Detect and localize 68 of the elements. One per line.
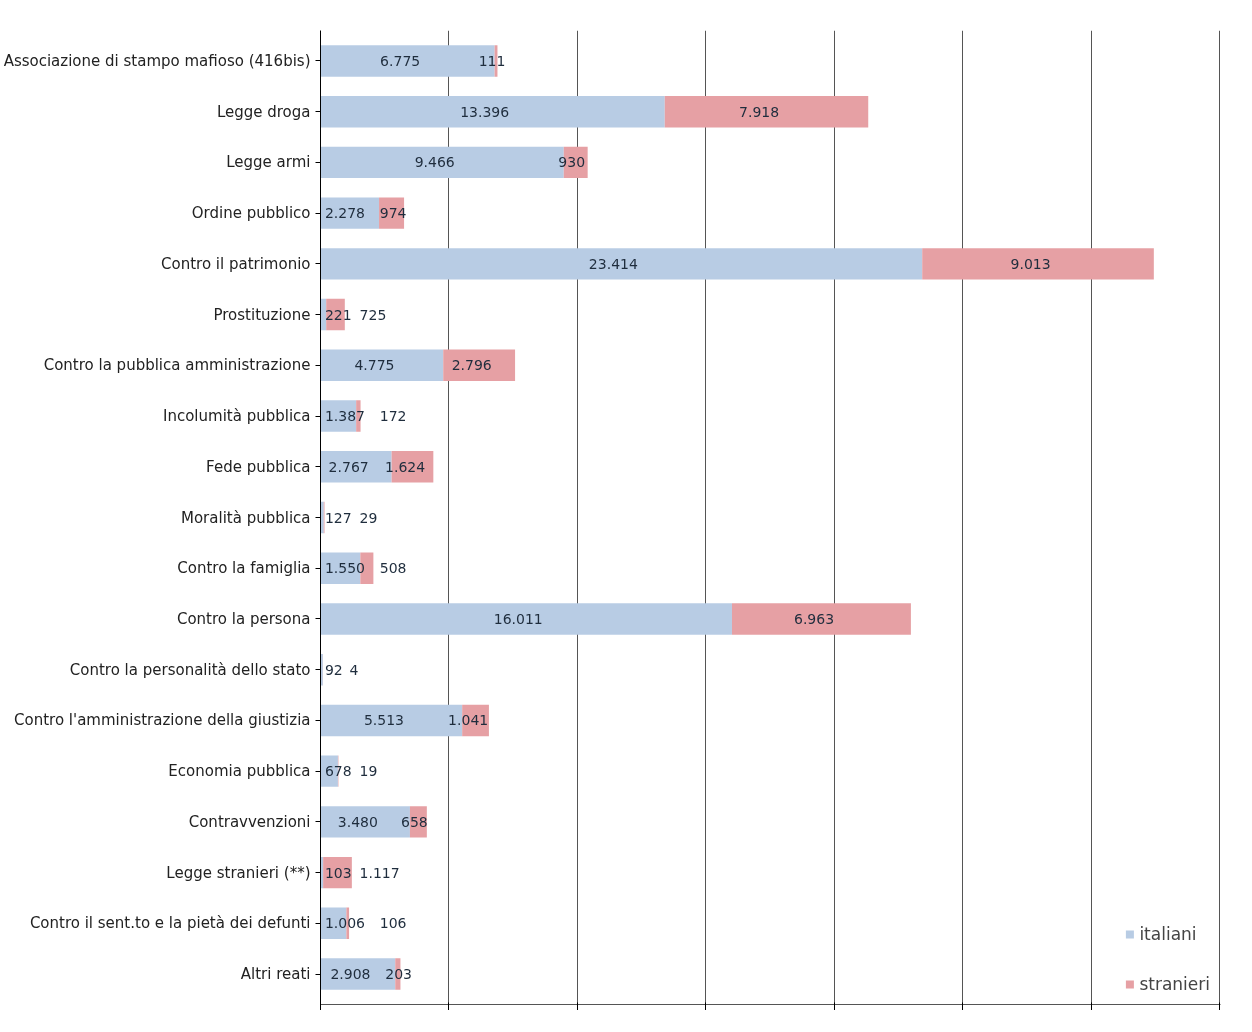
y-tick-label: Moralità pubblica — [181, 508, 311, 527]
data-label: 1.006 — [324, 915, 366, 932]
bar — [320, 95, 665, 128]
data-label: 16.011 — [493, 610, 543, 627]
data-label: 2.767 — [328, 458, 369, 475]
y-tick-label: Contro la persona — [176, 609, 311, 628]
y-tick-label: Contro la famiglia — [177, 559, 311, 578]
legend-label: stranieri — [1139, 974, 1210, 994]
data-label: 930 — [558, 154, 586, 171]
y-tick-label: Associazione di stampo mafioso (416bis) — [3, 51, 311, 70]
y-tick-label: Legge armi — [226, 153, 311, 172]
bar — [443, 349, 516, 382]
data-label: 6.775 — [380, 52, 421, 69]
data-label: 9.466 — [414, 154, 455, 171]
data-label: 92 — [324, 661, 343, 678]
legend-label: italiani — [1139, 924, 1197, 944]
bar — [731, 603, 911, 635]
y-tick-label: Contro il patrimonio — [161, 254, 311, 273]
data-label: 221 — [324, 306, 352, 323]
y-tick-label: Altri reati — [240, 965, 311, 984]
data-label: 508 — [379, 560, 407, 577]
data-label: 111 — [478, 52, 506, 69]
y-tick-label: Contravvenzioni — [188, 812, 311, 831]
data-label: 1.387 — [324, 408, 365, 425]
bar — [320, 197, 380, 229]
data-label: 3.480 — [337, 813, 378, 830]
data-label: 106 — [379, 915, 407, 932]
data-label: 974 — [379, 205, 407, 222]
data-label: 13.396 — [460, 103, 510, 120]
data-label: 5.513 — [363, 712, 404, 729]
bar — [320, 349, 444, 382]
y-tick-label: Ordine pubblico — [191, 204, 311, 223]
data-label: 4 — [349, 661, 359, 678]
data-label: 127 — [324, 509, 352, 526]
data-label: 678 — [324, 763, 352, 780]
data-label: 203 — [385, 966, 413, 983]
data-label: 1.624 — [385, 458, 426, 475]
data-label: 4.775 — [354, 357, 395, 374]
data-label: 19 — [359, 763, 378, 780]
data-label: 658 — [401, 813, 428, 830]
data-label: 9.013 — [1010, 255, 1051, 272]
y-tick-label: Legge stranieri (**) — [166, 863, 311, 882]
data-label: 1.550 — [324, 560, 365, 577]
data-label: 2.278 — [324, 205, 365, 222]
data-label: 6.963 — [793, 610, 835, 627]
y-tick-label: Fede pubblica — [206, 457, 311, 476]
data-label: 1.117 — [359, 864, 400, 881]
y-tick-label: Contro la personalità dello stato — [69, 660, 311, 679]
bar — [320, 248, 923, 280]
y-tick-label: Contro il sent.to e la pietà dei defunti — [29, 914, 311, 933]
y-tick-label: Prostituzione — [213, 305, 311, 324]
data-label: 23.414 — [588, 255, 638, 272]
bar — [664, 95, 869, 128]
data-label: 725 — [359, 306, 387, 323]
y-tick-label: Economia pubblica — [168, 762, 311, 781]
bar — [922, 248, 1154, 280]
y-tick-label: Contro la pubblica amministrazione — [43, 356, 311, 375]
bar — [320, 603, 732, 635]
data-label: 29 — [359, 509, 378, 526]
data-label: 1.041 — [448, 712, 489, 729]
y-tick-label: Contro l'amministrazione della giustizia — [14, 711, 311, 730]
data-label: 2.796 — [451, 357, 492, 374]
data-label: 103 — [324, 864, 352, 881]
y-tick-label: Incolumità pubblica — [163, 407, 311, 426]
data-label: 2.908 — [330, 966, 371, 983]
data-label: 7.918 — [739, 103, 780, 120]
y-tick-label: Legge droga — [216, 102, 311, 121]
data-label: 172 — [379, 408, 407, 425]
